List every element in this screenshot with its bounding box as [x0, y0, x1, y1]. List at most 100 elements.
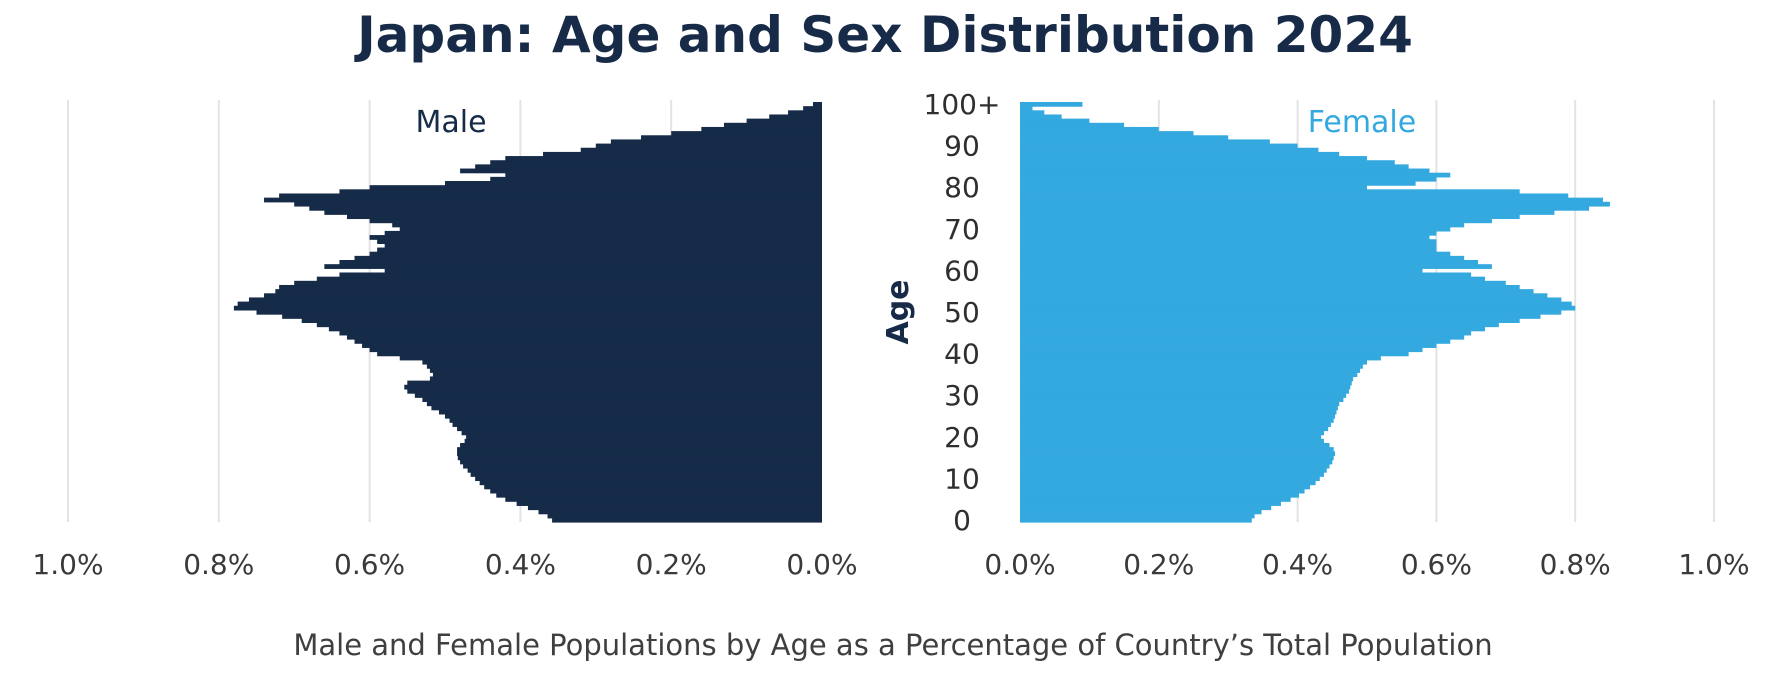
female-bar [1020, 438, 1324, 444]
male-x-tick-label: 0.6% [334, 548, 405, 581]
female-bar [1020, 497, 1291, 502]
chart-title: Japan: Age and Sex Distribution 2024 [354, 6, 1413, 64]
female-bar [1020, 214, 1520, 220]
female-bar [1020, 314, 1541, 319]
age-tick-label: 70 [944, 213, 980, 246]
female-bar [1020, 484, 1311, 490]
female-bar [1020, 343, 1437, 348]
male-bar [490, 176, 822, 182]
male-bar [339, 189, 822, 195]
male-x-tick-label: 1.0% [32, 548, 103, 581]
female-bar [1020, 156, 1367, 161]
male-bar [324, 210, 822, 215]
male-bar [279, 284, 822, 290]
male-bar [470, 472, 822, 477]
female-bar [1020, 139, 1270, 145]
male-bar [422, 397, 822, 403]
female-bar [1020, 434, 1322, 440]
male-bar [547, 513, 822, 519]
male-bar [641, 135, 822, 141]
female-bar [1020, 397, 1344, 403]
age-tick-label: 90 [944, 130, 980, 163]
female-bar [1020, 151, 1340, 157]
female-bar [1020, 226, 1451, 232]
male-bar [457, 451, 822, 457]
female-bar [1020, 309, 1562, 315]
male-bar [309, 205, 822, 211]
female-bar [1020, 289, 1534, 294]
female-bar [1020, 185, 1367, 190]
male-bar [475, 476, 822, 482]
male-bar [475, 164, 822, 170]
female-bar [1020, 339, 1451, 344]
male-bar [457, 447, 822, 452]
female-x-tick-label: 0.0% [984, 548, 1055, 581]
female-bar [1020, 363, 1363, 369]
female-bar [1020, 193, 1569, 199]
female-x-tick-label: 0.8% [1540, 548, 1611, 581]
y-axis-title: Age [881, 279, 916, 344]
male-bar [422, 359, 822, 365]
female-bar [1020, 297, 1562, 303]
female-bar [1020, 197, 1603, 203]
age-tick-label: 80 [944, 171, 980, 204]
male-bar [384, 243, 822, 249]
female-bar [1020, 447, 1334, 452]
female-bar [1020, 110, 1045, 116]
female-bar [1020, 218, 1492, 224]
male-bar [460, 442, 822, 448]
male-bar [407, 380, 822, 386]
age-tick-label: 0 [953, 504, 971, 537]
female-bar [1020, 368, 1361, 373]
female-bar [1020, 422, 1331, 427]
male-bar [429, 376, 822, 382]
female-x-tick-label: 0.6% [1401, 548, 1472, 581]
male-bar [431, 405, 822, 411]
male-bar [461, 430, 822, 436]
male-bar [354, 339, 822, 344]
male-bar [233, 305, 822, 311]
female-bar [1020, 330, 1472, 336]
female-bar [1020, 118, 1090, 124]
female-bar [1020, 210, 1555, 215]
female-bar [1020, 276, 1485, 282]
male-x-tick-label: 0.0% [786, 548, 857, 581]
male-bar [354, 255, 822, 261]
female-bar [1020, 451, 1336, 457]
male-bar [457, 455, 822, 461]
male-bar [339, 260, 822, 265]
male-bar [552, 517, 822, 523]
male-bar [769, 114, 822, 120]
male-bar [384, 230, 822, 236]
male-bar [671, 131, 822, 136]
female-bar [1020, 280, 1506, 286]
male-bar [426, 401, 822, 407]
male-bar [543, 151, 822, 157]
male-bar [788, 110, 822, 116]
male-bar [377, 351, 822, 357]
female-bar [1020, 114, 1062, 120]
female-bar [1020, 255, 1465, 261]
male-bar [328, 326, 822, 332]
female-bar [1020, 268, 1423, 274]
female-bar [1020, 301, 1572, 307]
male-bar [339, 272, 822, 278]
female-bar [1020, 384, 1351, 390]
female-bar [1020, 517, 1252, 523]
age-tick-label: 40 [944, 338, 980, 371]
age-tick-label: 100+ [924, 88, 1001, 121]
male-x-axis: 0.0% 0.2% 0.4% 0.6% 0.8% 1.0% [32, 548, 857, 581]
male-bar [362, 343, 822, 348]
female-bar [1020, 264, 1492, 269]
female-bar [1020, 172, 1451, 178]
female-bar [1020, 459, 1333, 465]
female-bar [1020, 501, 1281, 506]
female-bar [1020, 251, 1451, 257]
male-x-tick-label: 0.2% [636, 548, 707, 581]
female-bar [1020, 380, 1352, 386]
female-bar [1020, 168, 1430, 174]
male-bar [595, 143, 822, 149]
female-bar [1020, 393, 1347, 398]
male-bar [429, 368, 822, 373]
male-bar [490, 160, 822, 165]
